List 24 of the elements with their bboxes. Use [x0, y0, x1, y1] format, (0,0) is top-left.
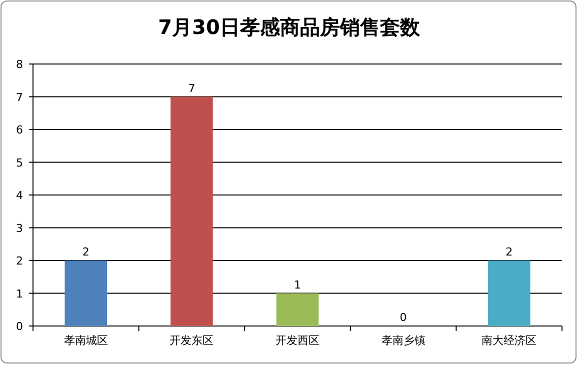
bar	[488, 260, 530, 326]
data-label: 2	[82, 246, 90, 258]
y-tick-label: 7	[16, 90, 23, 104]
y-tick-label: 0	[16, 320, 23, 333]
x-tick-label: 南大经济区	[482, 334, 537, 347]
y-tick-label: 3	[16, 222, 23, 235]
data-label: 2	[506, 246, 513, 258]
data-label: 0	[400, 311, 407, 324]
chart-title: 7月30日孝感商品房销售套数	[158, 15, 421, 39]
x-tick-label: 孝南乡镇	[381, 334, 426, 347]
data-label: 1	[294, 278, 301, 292]
y-tick-label: 2	[16, 254, 23, 268]
x-tick-label: 开发东区	[170, 334, 214, 347]
y-tick-label: 1	[16, 287, 23, 300]
y-tick-label: 8	[16, 58, 23, 71]
y-tick-label: 5	[16, 156, 23, 170]
x-tick-label: 开发西区	[276, 334, 320, 347]
y-tick-label: 4	[16, 189, 23, 202]
bar	[64, 260, 108, 326]
bar	[170, 96, 213, 326]
y-tick-label: 6	[16, 124, 23, 136]
bar	[276, 293, 319, 326]
data-label: 7	[188, 82, 196, 95]
x-tick-label: 孝南城区	[64, 334, 108, 347]
